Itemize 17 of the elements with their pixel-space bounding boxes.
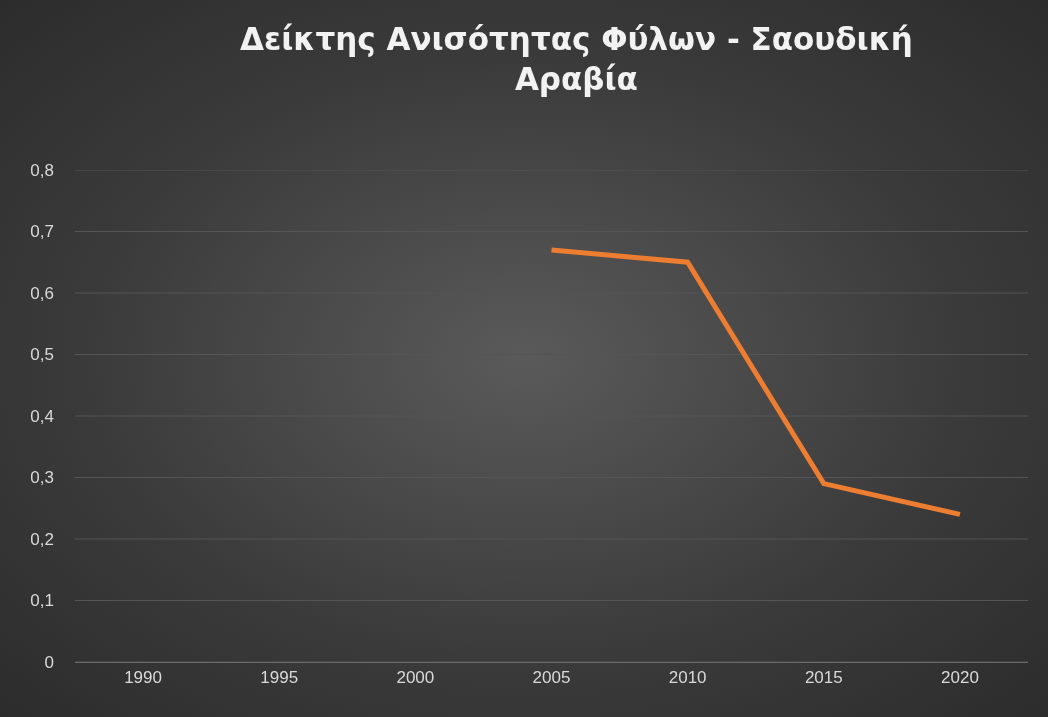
y-tick-label: 0,4 [30,406,54,426]
x-tick-label: 2010 [668,668,707,688]
x-tick-label: 2000 [396,668,435,688]
y-tick-label: 0,3 [30,468,54,488]
y-tick-label: 0,5 [30,345,54,365]
chart-title: Δείκτης Ανισότητας Φύλων - Σαουδική Αραβία [240,21,913,98]
y-tick-label: 0,1 [30,591,54,611]
y-tick-label: 0,7 [30,222,54,242]
x-tick-label: 2020 [941,668,979,688]
y-tick-label: 0,6 [30,283,54,303]
y-tick-label: 0,8 [30,160,54,180]
y-tick-label: 0,2 [30,529,54,549]
x-tick-label: 1990 [124,668,162,688]
y-tick-label: 0 [44,652,54,672]
x-tick-label: 2015 [804,668,843,688]
x-tick-label: 2005 [532,668,571,688]
x-tick-label: 1995 [260,668,299,688]
